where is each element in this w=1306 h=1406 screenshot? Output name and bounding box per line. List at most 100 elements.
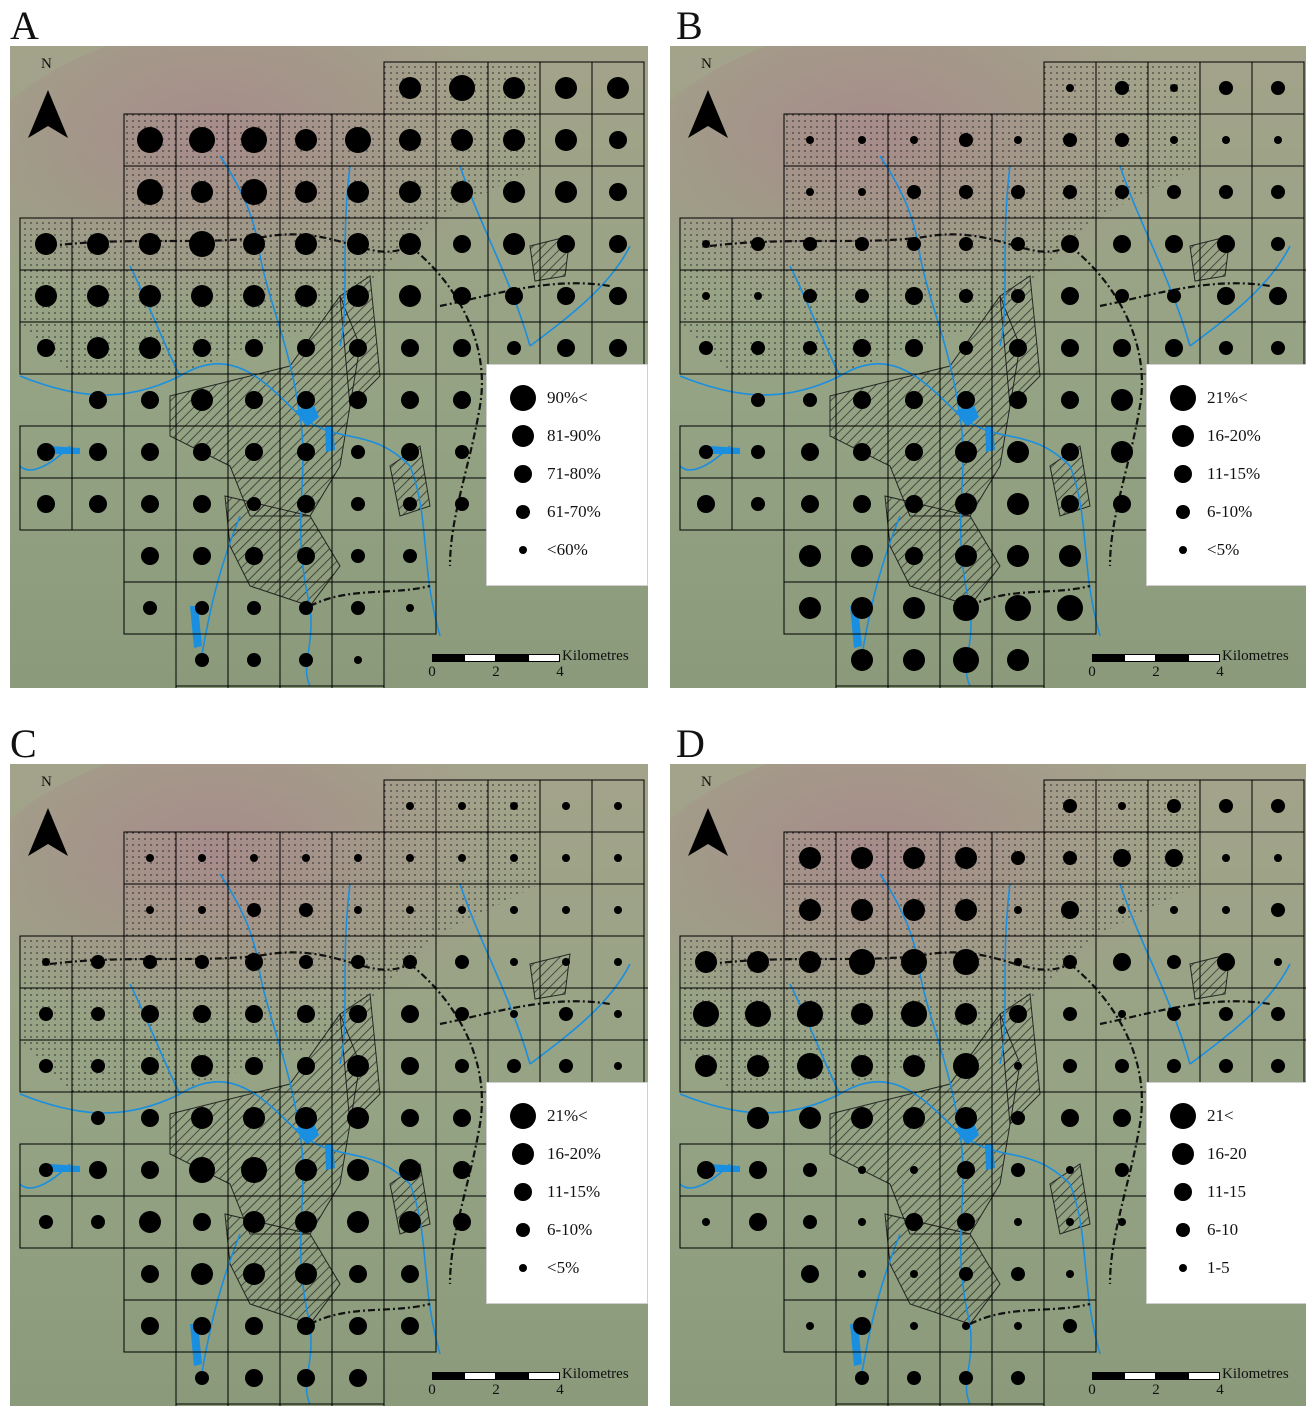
proportional-symbol (89, 1161, 107, 1179)
proportional-symbol (195, 1371, 209, 1385)
proportional-symbol (455, 1007, 469, 1021)
river-line (679, 363, 1071, 467)
legend-label: 21%< (1207, 388, 1248, 407)
legend-label: 6-10% (547, 1220, 593, 1239)
proportional-symbol (555, 129, 577, 151)
proportional-symbol (853, 443, 871, 461)
proportional-symbol (247, 903, 261, 917)
proportional-symbol (803, 1163, 817, 1177)
river-line (339, 883, 351, 1065)
proportional-symbol (699, 445, 713, 459)
proportional-symbol (295, 233, 317, 255)
proportional-symbol (299, 653, 313, 667)
proportional-symbol (955, 441, 977, 463)
proportional-symbol (141, 1005, 159, 1023)
proportional-symbol (1271, 341, 1285, 355)
proportional-symbol (801, 443, 819, 461)
proportional-symbol (1167, 185, 1181, 199)
proportional-symbol (559, 1007, 573, 1021)
proportional-symbol (191, 285, 213, 307)
proportional-symbol (1061, 495, 1079, 513)
proportional-symbol (905, 495, 923, 513)
legend-row: 21< (1147, 1099, 1306, 1133)
grid-cell (331, 1403, 385, 1406)
river-line (529, 245, 631, 347)
panel-letter-b: B (676, 3, 703, 48)
legend-row: 16-20% (487, 1137, 647, 1171)
proportional-symbol (959, 1371, 973, 1385)
map-svg: N (10, 46, 648, 688)
boundary-line (709, 951, 1071, 971)
proportional-symbol (510, 1010, 518, 1018)
proportional-symbol (1165, 235, 1183, 253)
grid-cell (1303, 1039, 1306, 1093)
proportional-symbol (297, 391, 315, 409)
proportional-symbol (139, 233, 161, 255)
proportional-symbol (1115, 1163, 1129, 1177)
proportional-symbol (295, 285, 317, 307)
proportional-symbol (555, 181, 577, 203)
proportional-symbol (1063, 1059, 1077, 1073)
proportional-symbol (1057, 595, 1083, 621)
proportional-symbol (959, 1267, 973, 1281)
proportional-symbol (957, 1213, 975, 1231)
proportional-symbol (455, 445, 469, 459)
proportional-symbol (401, 339, 419, 357)
legend-row: 11-15 (1147, 1175, 1306, 1209)
proportional-symbol (455, 1059, 469, 1073)
proportional-symbol (503, 77, 525, 99)
proportional-symbol (853, 1317, 871, 1335)
proportional-symbol (245, 1057, 263, 1075)
north-label: N (701, 56, 712, 72)
proportional-symbol (851, 1003, 873, 1025)
proportional-symbol (247, 601, 261, 615)
proportional-symbol (799, 899, 821, 921)
proportional-symbol (1014, 906, 1022, 914)
proportional-symbol (903, 1055, 925, 1077)
proportional-symbol (1011, 1267, 1025, 1281)
proportional-symbol (449, 75, 475, 101)
proportional-symbol (245, 443, 263, 461)
scale-tick-label: 2 (1152, 664, 1160, 680)
proportional-symbol (1111, 441, 1133, 463)
river-line (129, 983, 181, 1095)
proportional-symbol (349, 1005, 367, 1023)
legend-row: 16-20% (1147, 419, 1306, 453)
scale-segment (528, 1372, 560, 1380)
proportional-symbol (1061, 1109, 1079, 1127)
proportional-symbol (953, 647, 979, 673)
proportional-symbol (146, 906, 154, 914)
scale-unit-label: Kilometres (1222, 1366, 1289, 1382)
proportional-symbol (749, 1213, 767, 1231)
proportional-symbol (910, 1166, 918, 1174)
proportional-symbol (1063, 851, 1077, 865)
boundary-line (49, 951, 411, 971)
proportional-symbol (42, 958, 50, 966)
proportional-symbol (243, 1263, 265, 1285)
proportional-symbol (1118, 906, 1126, 914)
grid-cell (887, 685, 941, 688)
proportional-symbol (851, 545, 873, 567)
scale-segment (1092, 654, 1124, 662)
legend-symbol (1170, 385, 1196, 411)
legend-label: <5% (1207, 540, 1240, 559)
river-line (999, 883, 1011, 1065)
grid-cell (991, 685, 1045, 688)
proportional-symbol (957, 391, 975, 409)
proportional-symbol (806, 136, 814, 144)
proportional-symbol (1271, 81, 1285, 95)
proportional-symbol (1113, 1109, 1131, 1127)
proportional-symbol (851, 597, 873, 619)
grid-cell (643, 987, 648, 1041)
panel-letter-d: D (676, 721, 705, 766)
proportional-symbol (562, 802, 570, 810)
proportional-symbol (243, 1211, 265, 1233)
proportional-symbol (1061, 901, 1079, 919)
proportional-symbol (299, 903, 313, 917)
scale-tick-label: 2 (492, 664, 500, 680)
proportional-symbol (955, 847, 977, 869)
proportional-symbol (959, 133, 973, 147)
legend-label: <60% (547, 540, 588, 559)
scale-segment (1156, 1372, 1188, 1380)
proportional-symbol (137, 179, 163, 205)
